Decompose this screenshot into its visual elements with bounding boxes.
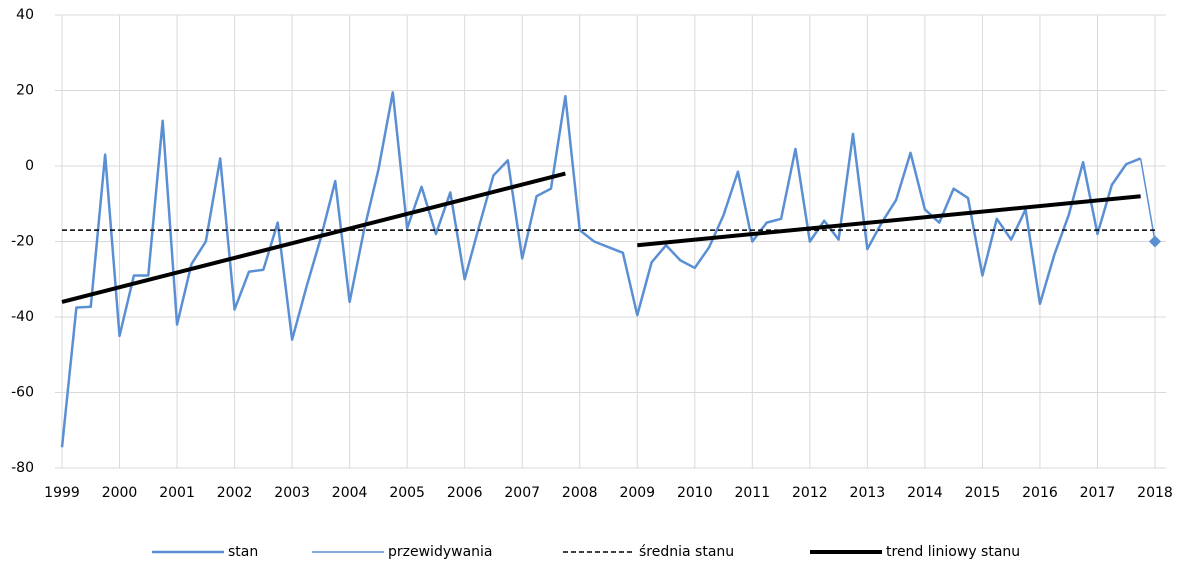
x-tick-label: 1999 xyxy=(44,485,80,501)
x-tick-label: 2017 xyxy=(1080,485,1116,501)
y-tick-label: -60 xyxy=(11,385,34,401)
x-tick-label: 2000 xyxy=(102,485,138,501)
series-line xyxy=(1139,158,1156,242)
x-tick-label: 2003 xyxy=(274,485,310,501)
y-tick-label: -20 xyxy=(11,234,34,250)
y-tick-label: 40 xyxy=(16,7,34,23)
y-tick-label: -40 xyxy=(11,309,34,325)
x-tick-label: 2009 xyxy=(619,485,655,501)
legend-label: stan xyxy=(228,544,258,560)
x-tick-label: 2002 xyxy=(217,485,253,501)
x-tick-label: 2015 xyxy=(965,485,1001,501)
legend-label: trend liniowy stanu xyxy=(886,544,1020,560)
x-tick-label: 2004 xyxy=(332,485,368,501)
x-tick-label: 2011 xyxy=(734,485,770,501)
series-line xyxy=(60,91,1142,448)
y-tick-label: 20 xyxy=(16,83,34,99)
x-tick-label: 2006 xyxy=(447,485,483,501)
x-tick-label: 2001 xyxy=(159,485,195,501)
x-tick-label: 2012 xyxy=(792,485,828,501)
y-tick-label: -80 xyxy=(11,460,34,476)
series-line xyxy=(61,171,1141,304)
y-tick-label: 0 xyxy=(25,158,34,174)
x-tick-label: 2013 xyxy=(850,485,886,501)
legend-label: przewidywania xyxy=(388,544,493,560)
x-tick-label: 2016 xyxy=(1022,485,1058,501)
x-tick-label: 2005 xyxy=(389,485,425,501)
x-tick-label: 2018 xyxy=(1137,485,1173,501)
x-tick-label: 2008 xyxy=(562,485,598,501)
x-tick-label: 2010 xyxy=(677,485,713,501)
marker xyxy=(1149,235,1161,248)
x-tick-label: 2014 xyxy=(907,485,943,501)
legend-label: średnia stanu xyxy=(639,544,734,560)
x-tick-label: 2007 xyxy=(504,485,540,501)
